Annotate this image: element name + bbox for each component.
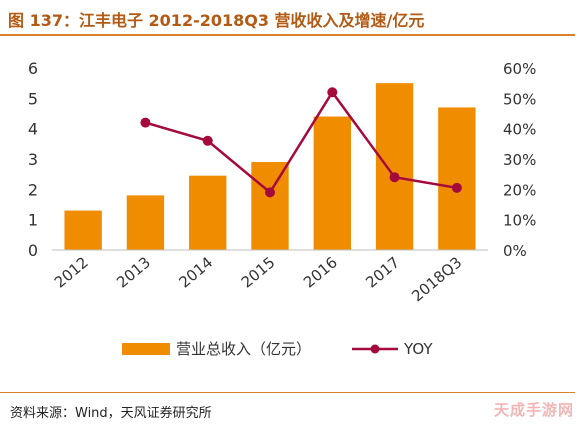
- chart-title: 图 137：江丰电子 2012-2018Q3 营收收入及增速/亿元: [8, 11, 425, 30]
- x-tick-label: 2014: [175, 253, 216, 291]
- right-tick-label: 20%: [503, 181, 536, 199]
- chart-footer: 资料来源：Wind，天风证券研究所: [0, 392, 580, 424]
- x-tick-label: 2015: [238, 253, 279, 291]
- legend-line-marker: [370, 344, 380, 354]
- right-tick-label: 50%: [503, 90, 536, 108]
- x-tick-label: 2013: [113, 253, 154, 291]
- header-divider: [0, 34, 575, 36]
- left-axis: 0 1 2 3 4 5 6: [28, 59, 38, 260]
- left-tick-label: 2: [28, 180, 38, 199]
- revenue-bar: [313, 116, 351, 251]
- legend-bar-label: 营业总收入（亿元）: [176, 340, 311, 358]
- left-tick-label: 6: [28, 59, 38, 78]
- yoy-line-series: [140, 87, 462, 198]
- left-tick-label: 1: [28, 211, 38, 230]
- revenue-bar: [64, 210, 102, 250]
- right-tick-label: 60%: [503, 60, 536, 78]
- footer-divider: [0, 392, 575, 393]
- revenue-bar: [189, 175, 227, 250]
- x-tick-label: 2016: [300, 253, 341, 291]
- revenue-bar: [438, 107, 476, 250]
- yoy-point: [202, 135, 213, 146]
- x-tick-label: 2018Q3: [408, 253, 465, 305]
- yoy-point: [265, 187, 275, 198]
- left-tick-label: 4: [28, 120, 38, 139]
- yoy-point: [451, 182, 462, 193]
- yoy-line: [145, 90, 458, 195]
- left-tick-label: 3: [28, 150, 38, 169]
- left-tick-label: 0: [28, 241, 38, 260]
- revenue-bar: [251, 162, 289, 250]
- yoy-point: [389, 172, 400, 183]
- revenue-bar: [375, 83, 414, 250]
- yoy-point: [327, 87, 338, 98]
- legend-line-label: YOY: [403, 340, 433, 358]
- legend-bar-swatch: [122, 343, 170, 355]
- source-note: 资料来源：Wind，天风证券研究所: [10, 406, 212, 421]
- right-tick-label: 40%: [503, 121, 536, 139]
- yoy-point: [140, 117, 151, 128]
- x-axis-labels: 2012 2013 2014 2015 2016 2017 2018Q3: [51, 253, 466, 305]
- left-tick-label: 5: [28, 89, 38, 108]
- right-tick-label: 0%: [503, 242, 527, 260]
- right-axis: 0% 10% 20% 30% 40% 50% 60%: [503, 60, 536, 260]
- right-tick-label: 30%: [503, 151, 536, 169]
- x-tick-label: 2017: [362, 253, 403, 291]
- legend: 营业总收入（亿元） YOY: [122, 340, 433, 358]
- watermark: 天成手游网: [493, 401, 574, 419]
- right-tick-label: 10%: [503, 212, 536, 230]
- revenue-bar: [126, 195, 165, 250]
- x-tick-label: 2012: [51, 253, 92, 291]
- chart-header: 图 137：江丰电子 2012-2018Q3 营收收入及增速/亿元: [0, 0, 580, 36]
- revenue-bars: [64, 83, 476, 251]
